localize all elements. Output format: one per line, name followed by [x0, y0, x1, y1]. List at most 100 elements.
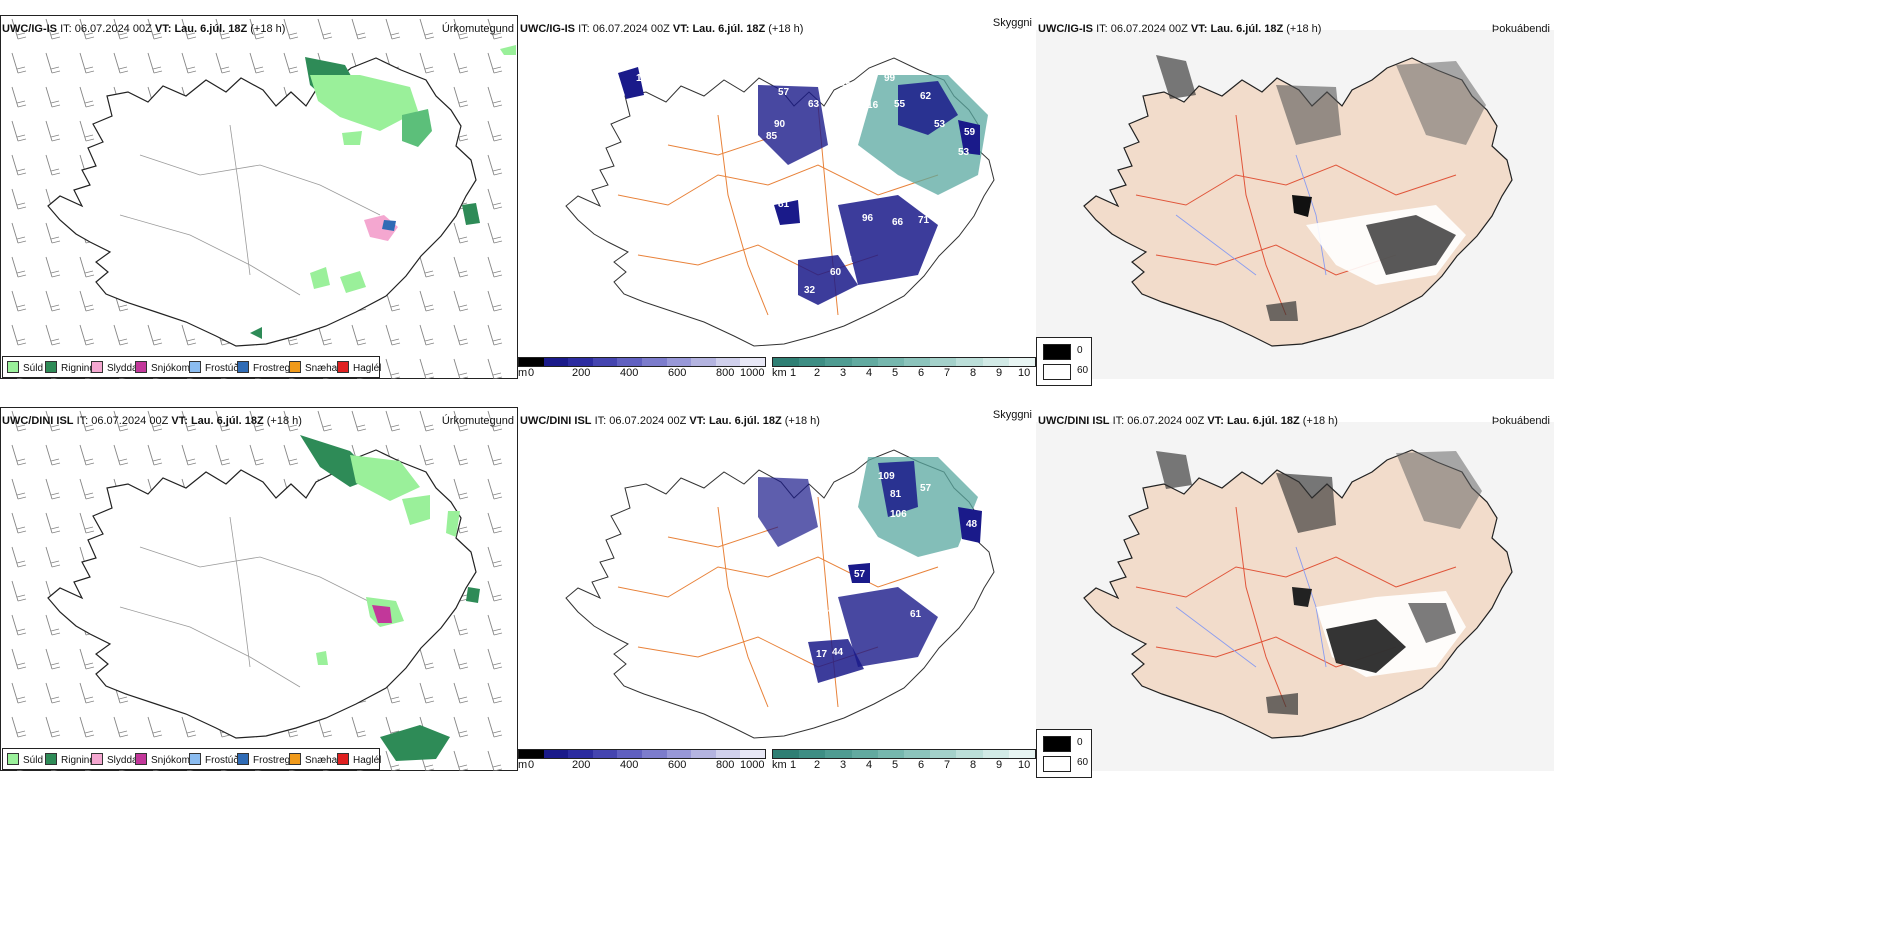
panel-name-fog: Þokuábendi [1491, 23, 1550, 35]
vis-tick: 2 [814, 759, 821, 771]
cloud-label: 60 [830, 267, 842, 278]
it-value: 06.07.2024 00Z [91, 415, 169, 427]
frostudi-swatch [189, 361, 201, 373]
precip-panel-row2: UWC/DINI ISL IT: 06.07.2024 00Z VT: Lau.… [0, 407, 518, 771]
fog-legend-row1: 0 60 [1036, 337, 1092, 386]
fog-legend-low: 0 [1077, 737, 1083, 748]
precip-map-row1 [0, 15, 518, 379]
cloud-label: 90 [774, 119, 786, 130]
it-label: IT: [1112, 415, 1125, 427]
vt-value: Lau. 6.júl. 18Z [708, 415, 782, 427]
cloud-label: 102 [868, 539, 885, 550]
lead-time: (+18 h) [266, 415, 302, 427]
precip-sud-area [310, 75, 418, 131]
vt-label: VT: [1190, 23, 1208, 35]
panel-name-cloud: Skyggni [992, 409, 1032, 421]
cloud-tick: 400 [620, 367, 639, 379]
haglel-swatch [337, 753, 349, 765]
cloud-label: 63 [808, 99, 820, 110]
cloud-tick: 600 [668, 367, 687, 379]
cloud-label: 32 [804, 285, 816, 296]
cloud-label: 61 [910, 609, 922, 620]
haglel-swatch [337, 361, 349, 373]
cloud-tick: 0 [528, 367, 535, 379]
cloud-map-row1: 99 62 55 116 52 63 57 59 53 90 85 79 81 … [565, 57, 995, 347]
cloud-tick: 0 [528, 759, 535, 771]
vis-tick: 6 [918, 367, 925, 379]
cloud-label: 44 [832, 647, 844, 658]
vt-label: VT: [689, 415, 706, 427]
snjokoma-swatch [135, 753, 147, 765]
cloud-label: 102 [636, 73, 653, 84]
cloud-label: 48 [966, 519, 978, 530]
fog-swatch-low [1043, 344, 1071, 360]
lead-time: (+18 h) [1302, 415, 1338, 427]
legend-frostregn: Frostregn [253, 363, 296, 374]
it-label: IT: [76, 415, 89, 427]
cloud-panel-row1: 99 62 55 116 52 63 57 59 53 90 85 79 81 … [518, 15, 1036, 379]
it-value: 06.07.2024 00Z [74, 23, 152, 35]
sud-swatch [7, 753, 19, 765]
vt-value: Lau. 6.júl. 18Z [1226, 415, 1300, 427]
it-value: 06.07.2024 00Z [609, 415, 687, 427]
fog-swatch-high [1043, 364, 1071, 380]
vis-tick: 2 [814, 367, 821, 379]
precip-legend-row2: Súld Rigning Slydda Snjókoma Frostúði Fr… [2, 748, 381, 770]
vis-tick: 3 [840, 759, 847, 771]
fog-legend-low: 0 [1077, 345, 1083, 356]
cloud-label: 149 [774, 591, 791, 602]
vis-tick: 5 [892, 367, 899, 379]
lead-time: (+18 h) [1286, 23, 1322, 35]
cloud-label: 53 [934, 119, 946, 130]
fog-legend-high: 60 [1077, 757, 1089, 768]
visibility-colorbar [772, 357, 1036, 367]
frostregn-swatch [237, 753, 249, 765]
vis-tick: 7 [944, 367, 951, 379]
legend-sud: Súld [23, 363, 44, 374]
model-name: UWC/IG-IS [520, 23, 575, 35]
cloud-label: 109 [878, 471, 895, 482]
cloud-label: 79 [858, 171, 870, 182]
cloud-map-row2: 109 81 57 106 48 102 57 46 61 44 17 149 [565, 449, 995, 739]
vt-label: VT: [171, 415, 188, 427]
vis-tick: 10 [1018, 367, 1031, 379]
legend-rigning: Rigning [61, 363, 95, 374]
legend-snjokoma: Snjókoma [151, 755, 196, 766]
cloud-tick: 800 [716, 367, 735, 379]
cloud-label: 55 [894, 99, 906, 110]
snjokoma-swatch [135, 361, 147, 373]
cloud-label: 62 [920, 91, 932, 102]
vt-value: Lau. 6.júl. 18Z [190, 415, 264, 427]
cloud-label: 96 [862, 213, 874, 224]
frostudi-swatch [189, 753, 201, 765]
vis-tick: 9 [996, 759, 1003, 771]
it-value: 06.07.2024 00Z [1127, 415, 1205, 427]
legend-frostudi: Frostúði [205, 755, 242, 766]
slydda-swatch [91, 361, 103, 373]
cloud-label: 46 [828, 605, 840, 616]
rigning-swatch [45, 753, 57, 765]
vis-tick: 3 [840, 367, 847, 379]
visibility-colorbar [772, 749, 1036, 759]
legend-slydda: Slydda [107, 755, 138, 766]
cloud-label: 57 [854, 569, 866, 580]
fog-legend-high: 60 [1077, 365, 1089, 376]
fog-legend-row2: 0 60 [1036, 729, 1092, 778]
cloud-label: 99 [884, 73, 896, 84]
fog-swatch-high [1043, 756, 1071, 772]
it-label: IT: [1096, 23, 1108, 35]
cloud-colorbar [518, 749, 766, 759]
cloud-labels-row1: 99 62 55 116 52 63 57 59 53 90 85 79 81 … [636, 73, 976, 296]
vt-label: VT: [1207, 415, 1224, 427]
vis-bar-unit: km [772, 367, 787, 379]
vt-label: VT: [154, 23, 172, 35]
cloud-label: 81 [778, 199, 790, 210]
it-label: IT: [594, 415, 607, 427]
legend-slydda: Slydda [107, 363, 138, 374]
fog-panel-row1: UWC/IG-IS IT: 06.07.2024 00Z VT: Lau. 6.… [1036, 15, 1554, 386]
vt-value: Lau. 6.júl. 18Z [1210, 23, 1284, 35]
cloud-label: 71 [918, 215, 930, 226]
legend-sud: Súld [23, 755, 44, 766]
it-value: 06.07.2024 00Z [592, 23, 670, 35]
cloud-label: 57 [778, 87, 790, 98]
